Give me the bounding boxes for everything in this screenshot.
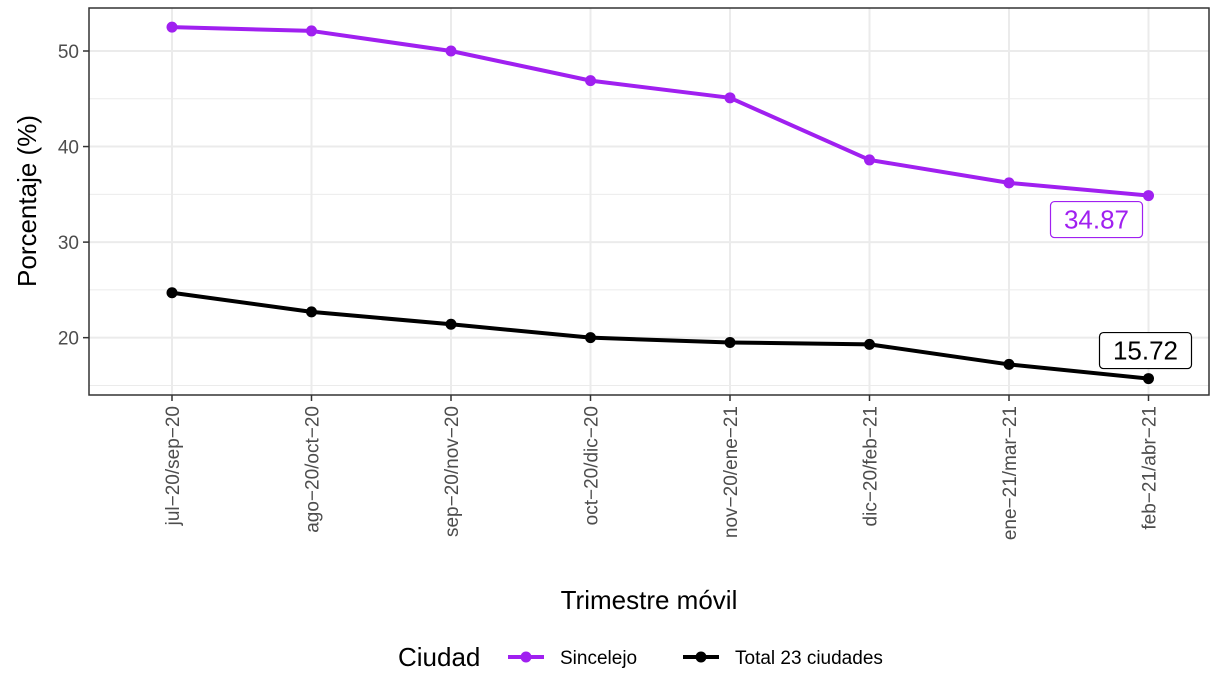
data-point <box>724 336 736 348</box>
data-point <box>166 21 178 33</box>
x-axis-title: Trimestre móvil <box>561 585 738 615</box>
legend: Ciudad Sincelejo Total 23 ciudades <box>398 642 883 672</box>
data-point <box>445 45 457 57</box>
legend-title: Ciudad <box>398 642 480 672</box>
end-label-value: 34.87 <box>1064 205 1129 235</box>
y-tick-label: 20 <box>58 329 79 350</box>
end-label-box <box>1098 331 1193 370</box>
legend-key-point <box>695 651 707 663</box>
end-labels: 34.87 15.72 <box>1049 200 1193 370</box>
legend-label: Sincelejo <box>560 648 637 669</box>
data-point <box>585 332 596 344</box>
series-line <box>170 25 1151 198</box>
axes: 20 30 40 50 jul−20/sep−20 ago−20/oct−20 sep−20… <box>58 42 1161 540</box>
x-tick-label: oct−20/dic−20 <box>582 406 603 525</box>
x-tick-label: jul−20/sep−20 <box>163 406 184 526</box>
y-tick-label: 40 <box>58 138 79 159</box>
data-point <box>864 154 875 166</box>
series-line <box>170 290 1151 381</box>
grid-lines <box>89 8 1209 395</box>
end-label-value: 15.72 <box>1113 336 1178 366</box>
y-axis-title: Porcentaje (%) <box>12 115 42 287</box>
x-tick-label: dic−20/feb−21 <box>861 406 882 526</box>
data-point <box>166 287 178 299</box>
x-tick-label: nov−20/ene−21 <box>721 406 742 538</box>
data-point <box>306 25 317 37</box>
y-tick-label: 50 <box>58 42 79 63</box>
data-point <box>864 338 875 350</box>
data-point <box>1003 358 1015 370</box>
x-tick-label: ago−20/oct−20 <box>303 406 324 533</box>
x-tick-label: sep−20/nov−20 <box>442 406 463 537</box>
data-point <box>585 75 596 87</box>
end-label-box <box>1049 200 1144 239</box>
data-point <box>1143 190 1154 202</box>
plot-panel-border <box>88 7 1210 396</box>
legend-key-point <box>520 651 532 663</box>
data-point <box>445 318 457 330</box>
data-point <box>724 92 736 104</box>
data-point <box>1143 373 1154 385</box>
data-point <box>1003 177 1015 189</box>
y-tick-label: 30 <box>58 233 79 254</box>
x-tick-label: ene−21/mar−21 <box>1000 406 1021 540</box>
legend-label: Total 23 ciudades <box>735 648 883 669</box>
data-point <box>306 306 317 318</box>
series-lines <box>166 21 1154 385</box>
x-tick-label: feb−21/abr−21 <box>1140 406 1161 530</box>
